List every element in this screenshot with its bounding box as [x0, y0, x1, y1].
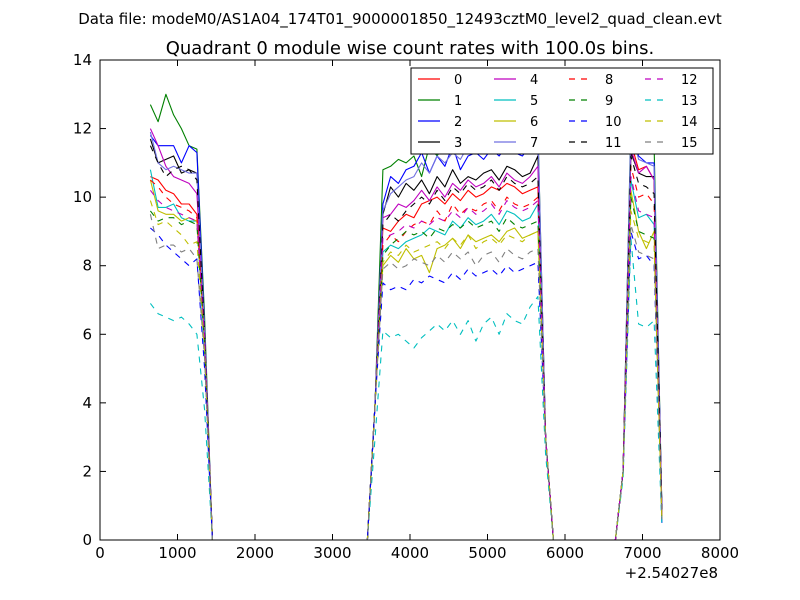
y-tick-label: 2 [82, 462, 92, 480]
x-tick-label: 2000 [236, 544, 274, 562]
y-tick-label: 14 [73, 51, 92, 69]
x-tick-label: 6000 [546, 544, 584, 562]
x-tick-label: 0 [95, 544, 105, 562]
x-offset-label: +2.54027e8 [625, 564, 718, 582]
axis-ticks: 0 1000 2000 3000 4000 5000 6000 7000 80000246810… [73, 51, 739, 562]
x-tick-label: 3000 [313, 544, 351, 562]
figure-suptitle: Data file: modeM0/AS1A04_174T01_90000018… [78, 10, 722, 29]
y-tick-label: 0 [82, 531, 92, 549]
series-line-10 [150, 227, 663, 541]
x-tick-label: 1000 [158, 544, 196, 562]
x-tick-label: 5000 [468, 544, 506, 562]
legend-label-9: 9 [605, 94, 613, 109]
y-tick-label: 10 [73, 188, 92, 206]
legend-label-0: 0 [454, 73, 462, 88]
y-tick-label: 12 [73, 120, 92, 138]
legend-label-13: 13 [681, 94, 698, 109]
y-tick-label: 6 [82, 325, 92, 343]
legend-label-11: 11 [605, 136, 622, 151]
legend-label-14: 14 [681, 115, 698, 130]
legend-label-8: 8 [605, 73, 613, 88]
legend-label-5: 5 [530, 94, 538, 109]
legend-label-15: 15 [681, 136, 698, 151]
legend-label-3: 3 [454, 136, 462, 151]
legend-label-1: 1 [454, 94, 462, 109]
legend-label-7: 7 [530, 136, 538, 151]
legend-box [410, 67, 714, 155]
y-tick-label: 4 [82, 394, 92, 412]
x-tick-label: 8000 [701, 544, 739, 562]
legend-label-2: 2 [454, 115, 462, 130]
legend-label-6: 6 [530, 115, 538, 130]
legend-label-4: 4 [530, 73, 538, 88]
x-tick-label: 7000 [623, 544, 661, 562]
legend-label-10: 10 [605, 115, 622, 130]
chart-title: Quadrant 0 module wise count rates with … [166, 38, 655, 59]
legend-label-12: 12 [681, 73, 698, 88]
y-tick-label: 8 [82, 257, 92, 275]
x-tick-label: 4000 [391, 544, 429, 562]
